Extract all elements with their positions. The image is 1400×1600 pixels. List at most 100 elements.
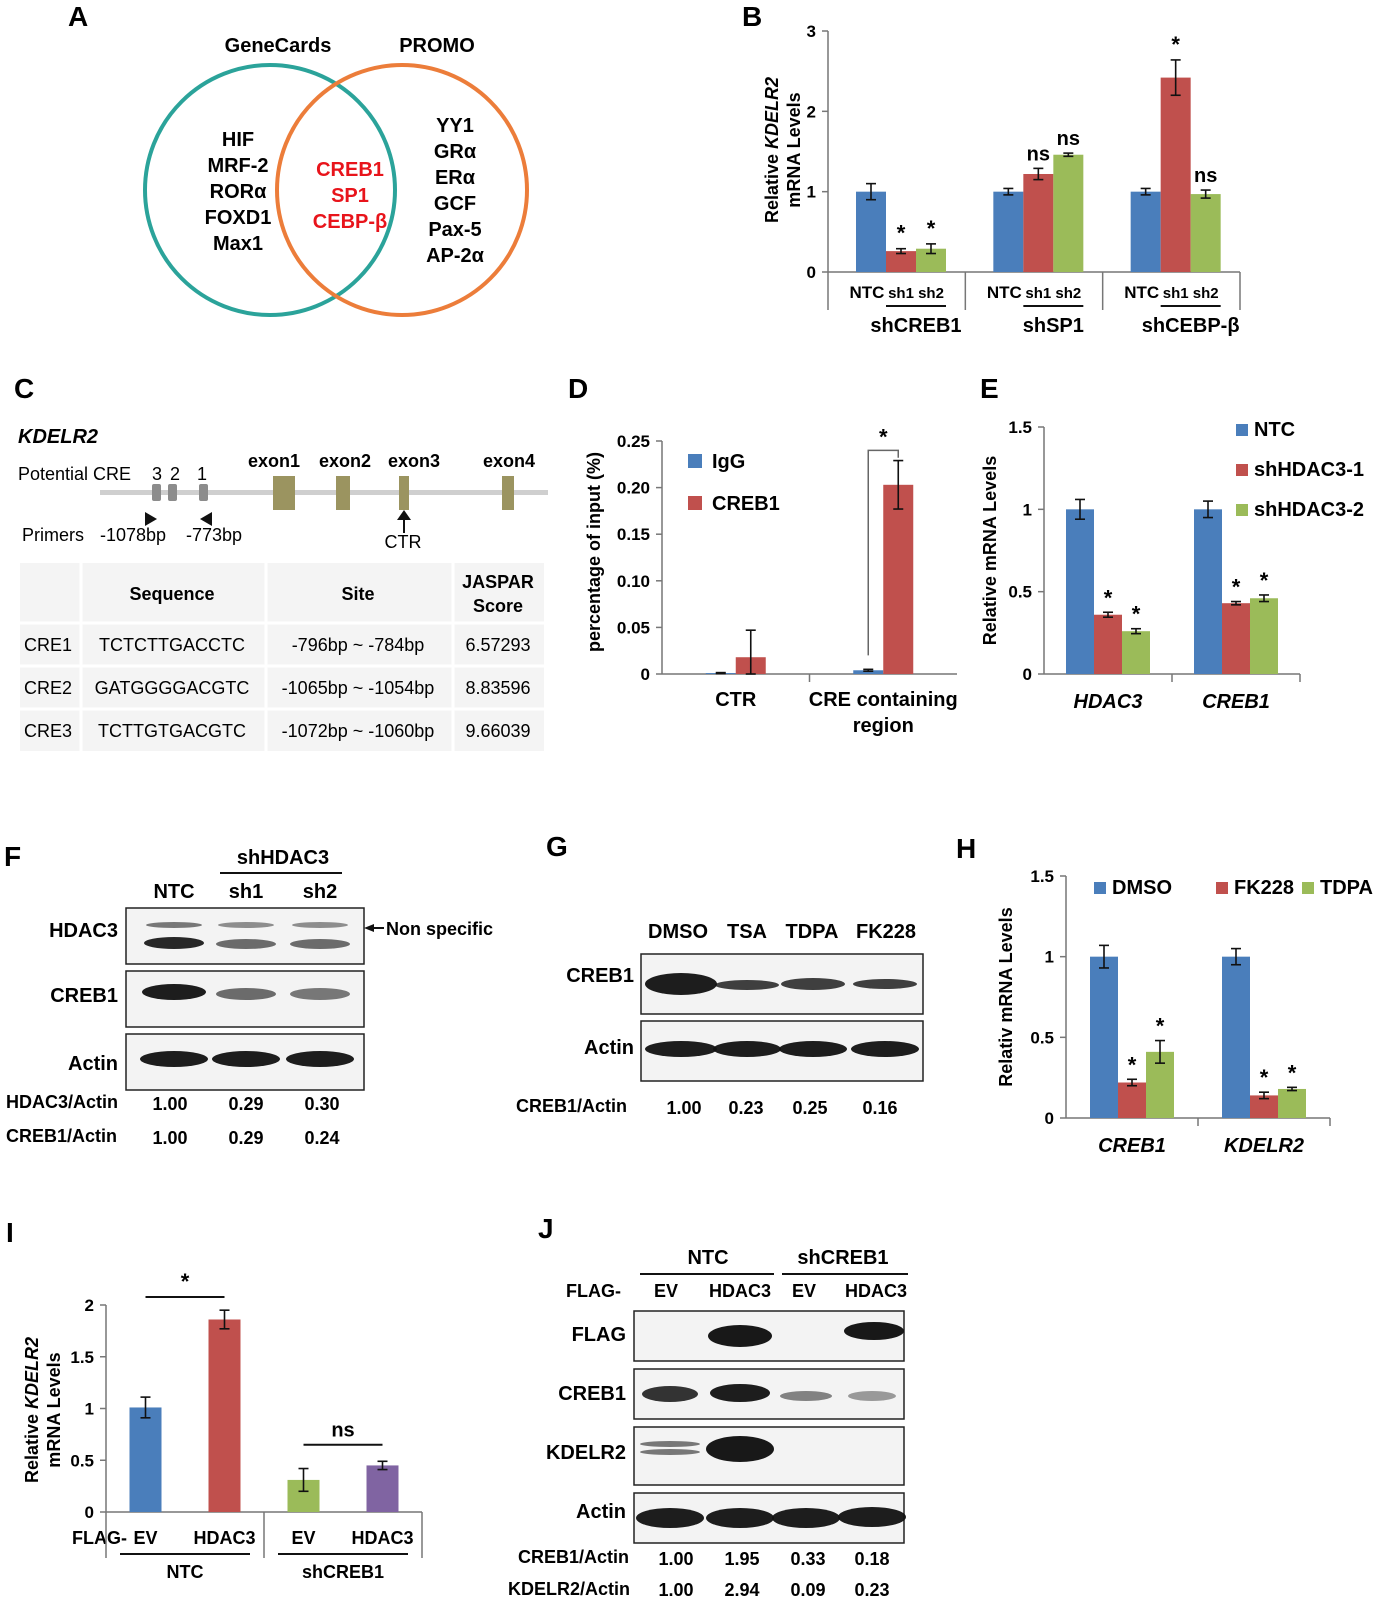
lane-label: FK228 [856, 921, 916, 943]
table-header: Site [341, 584, 374, 604]
quant-value: 1.00 [658, 1580, 693, 1600]
blot-label: Actin [584, 1037, 634, 1059]
lane-label: sh2 [303, 881, 337, 903]
lane-label: HDAC3 [709, 1281, 771, 1301]
significance-asterisk: * [1288, 1060, 1297, 1085]
significance-ns: ns [1057, 128, 1080, 150]
bar [1118, 1082, 1146, 1118]
venn-right-item: GCF [434, 193, 476, 215]
significance-ns: ns [1194, 165, 1217, 187]
venn-overlap-item: SP1 [331, 185, 369, 207]
legend-label: DMSO [1112, 877, 1172, 899]
legend-swatch [1094, 882, 1106, 894]
table-cell: 6.57293 [465, 635, 530, 655]
significance-ns: ns [331, 1420, 354, 1442]
panel-label-g: G [546, 831, 568, 862]
y-tick-label: 1.5 [1030, 867, 1054, 886]
panel-label-f: F [4, 841, 21, 872]
panel-g: G DMSO TSA TDPA FK228 CREB1 Actin CREB1/… [516, 831, 924, 1118]
bar-label: NTC [1124, 283, 1159, 302]
quant-value: 1.00 [658, 1549, 693, 1569]
table-header: Score [473, 596, 523, 616]
bar [1250, 598, 1278, 674]
bar-label: sh1 [1163, 285, 1189, 302]
blot-band [853, 979, 917, 989]
table-cell: GATGGGGACGTC [95, 678, 250, 698]
panel-j: J NTC shCREB1 FLAG- EV HDAC3 EV HDAC3 FL… [508, 1213, 908, 1600]
group-label: shSP1 [1023, 315, 1084, 337]
left-arrow-icon [364, 924, 374, 932]
blot-band [640, 1441, 700, 1447]
chart-panel-b: B 0 1 2 3 Relative KDELR2 mRNA Levels NTC * sh1 *… [742, 1, 1241, 337]
cre-site-2 [168, 484, 177, 501]
blot-strip-hdac3 [125, 907, 365, 965]
quant-value: 0.16 [862, 1098, 897, 1118]
quant-value: 0.23 [854, 1580, 889, 1600]
cre-table: Sequence Site JASPAR Score CRE1 TCTCTTGA… [20, 563, 544, 751]
table-cell: -1072bp ~ -1060bp [282, 721, 435, 741]
cre-number: 1 [197, 464, 207, 484]
blot-band [290, 988, 350, 1000]
venn-right-title: PROMO [399, 35, 475, 57]
panel-label-c: C [14, 373, 34, 404]
venn-overlap-item: CREB1 [316, 159, 384, 181]
bar [1094, 614, 1122, 674]
x-category-label: CTR [715, 689, 757, 711]
significance-asterisk: * [897, 221, 906, 246]
x-category-label: HDAC3 [1074, 691, 1143, 713]
x-category-label-line2: region [853, 715, 914, 737]
panel-label-a: A [68, 1, 88, 32]
y-tick-label: 0.05 [617, 618, 650, 637]
table-cell: CRE3 [24, 721, 72, 741]
lane-label: EV [792, 1281, 816, 1301]
significance-asterisk: * [1132, 602, 1141, 627]
venn-circle-genecards [143, 63, 397, 317]
x-category-label: CREB1 [1098, 1135, 1166, 1157]
quant-label: KDELR2/Actin [508, 1579, 630, 1599]
venn-left-item: FOXD1 [205, 207, 272, 229]
blot-band [212, 1051, 280, 1067]
quant-value: 0.33 [790, 1549, 825, 1569]
quant-value: 0.18 [854, 1549, 889, 1569]
blot-band [642, 1386, 698, 1402]
flag-prefix: FLAG- [566, 1281, 621, 1301]
bar [1222, 603, 1250, 674]
table-cell: -796bp ~ -784bp [292, 635, 425, 655]
blot-band [216, 939, 276, 949]
chart-panel-d: D 0 0.05 0.10 0.15 0.20 0.25 percentage of inp… [568, 373, 958, 737]
y-tick-label: 0.20 [617, 479, 650, 498]
x-category-label: KDELR2 [1224, 1135, 1304, 1157]
ctr-arrow-icon [397, 510, 411, 520]
x-category-label: EV [291, 1528, 315, 1548]
cre-site-3 [152, 484, 161, 501]
bar-label: sh2 [1193, 285, 1219, 302]
ctr-label: CTR [385, 532, 422, 552]
group-label: shCREB1 [302, 1562, 384, 1582]
bar-label: NTC [850, 283, 885, 302]
exon-1 [273, 476, 295, 510]
bar [886, 251, 916, 272]
bar [1222, 956, 1250, 1118]
venn-right-item: GRα [434, 141, 477, 163]
lane-group-label: shHDAC3 [237, 847, 329, 869]
blot-band [848, 1391, 896, 1401]
blot-band [708, 1325, 772, 1347]
bar [916, 248, 946, 272]
significance-asterisk: * [1156, 1014, 1165, 1039]
table-cell: CRE2 [24, 678, 72, 698]
y-tick-label: 0.5 [1008, 583, 1032, 602]
y-tick-label: 1 [1045, 948, 1054, 967]
bar [1250, 1095, 1278, 1118]
lane-group-label: shCREB1 [797, 1247, 888, 1269]
non-specific-annotation: Non specific [386, 919, 493, 939]
bar [1066, 509, 1094, 674]
significance-asterisk: * [181, 1269, 190, 1294]
venn-left-item: Max1 [213, 233, 263, 255]
significance-asterisk: * [1260, 1065, 1269, 1090]
x-prefix-label: FLAG- [72, 1528, 127, 1548]
x-category-label: HDAC3 [351, 1528, 413, 1548]
y-axis-label: mRNA Levels [784, 92, 804, 207]
panel-a: A GeneCards PROMO HIF MRF-2 RORα FOXD1 M… [68, 1, 529, 317]
significance-asterisk: * [1232, 575, 1241, 600]
significance-asterisk: * [879, 424, 888, 449]
